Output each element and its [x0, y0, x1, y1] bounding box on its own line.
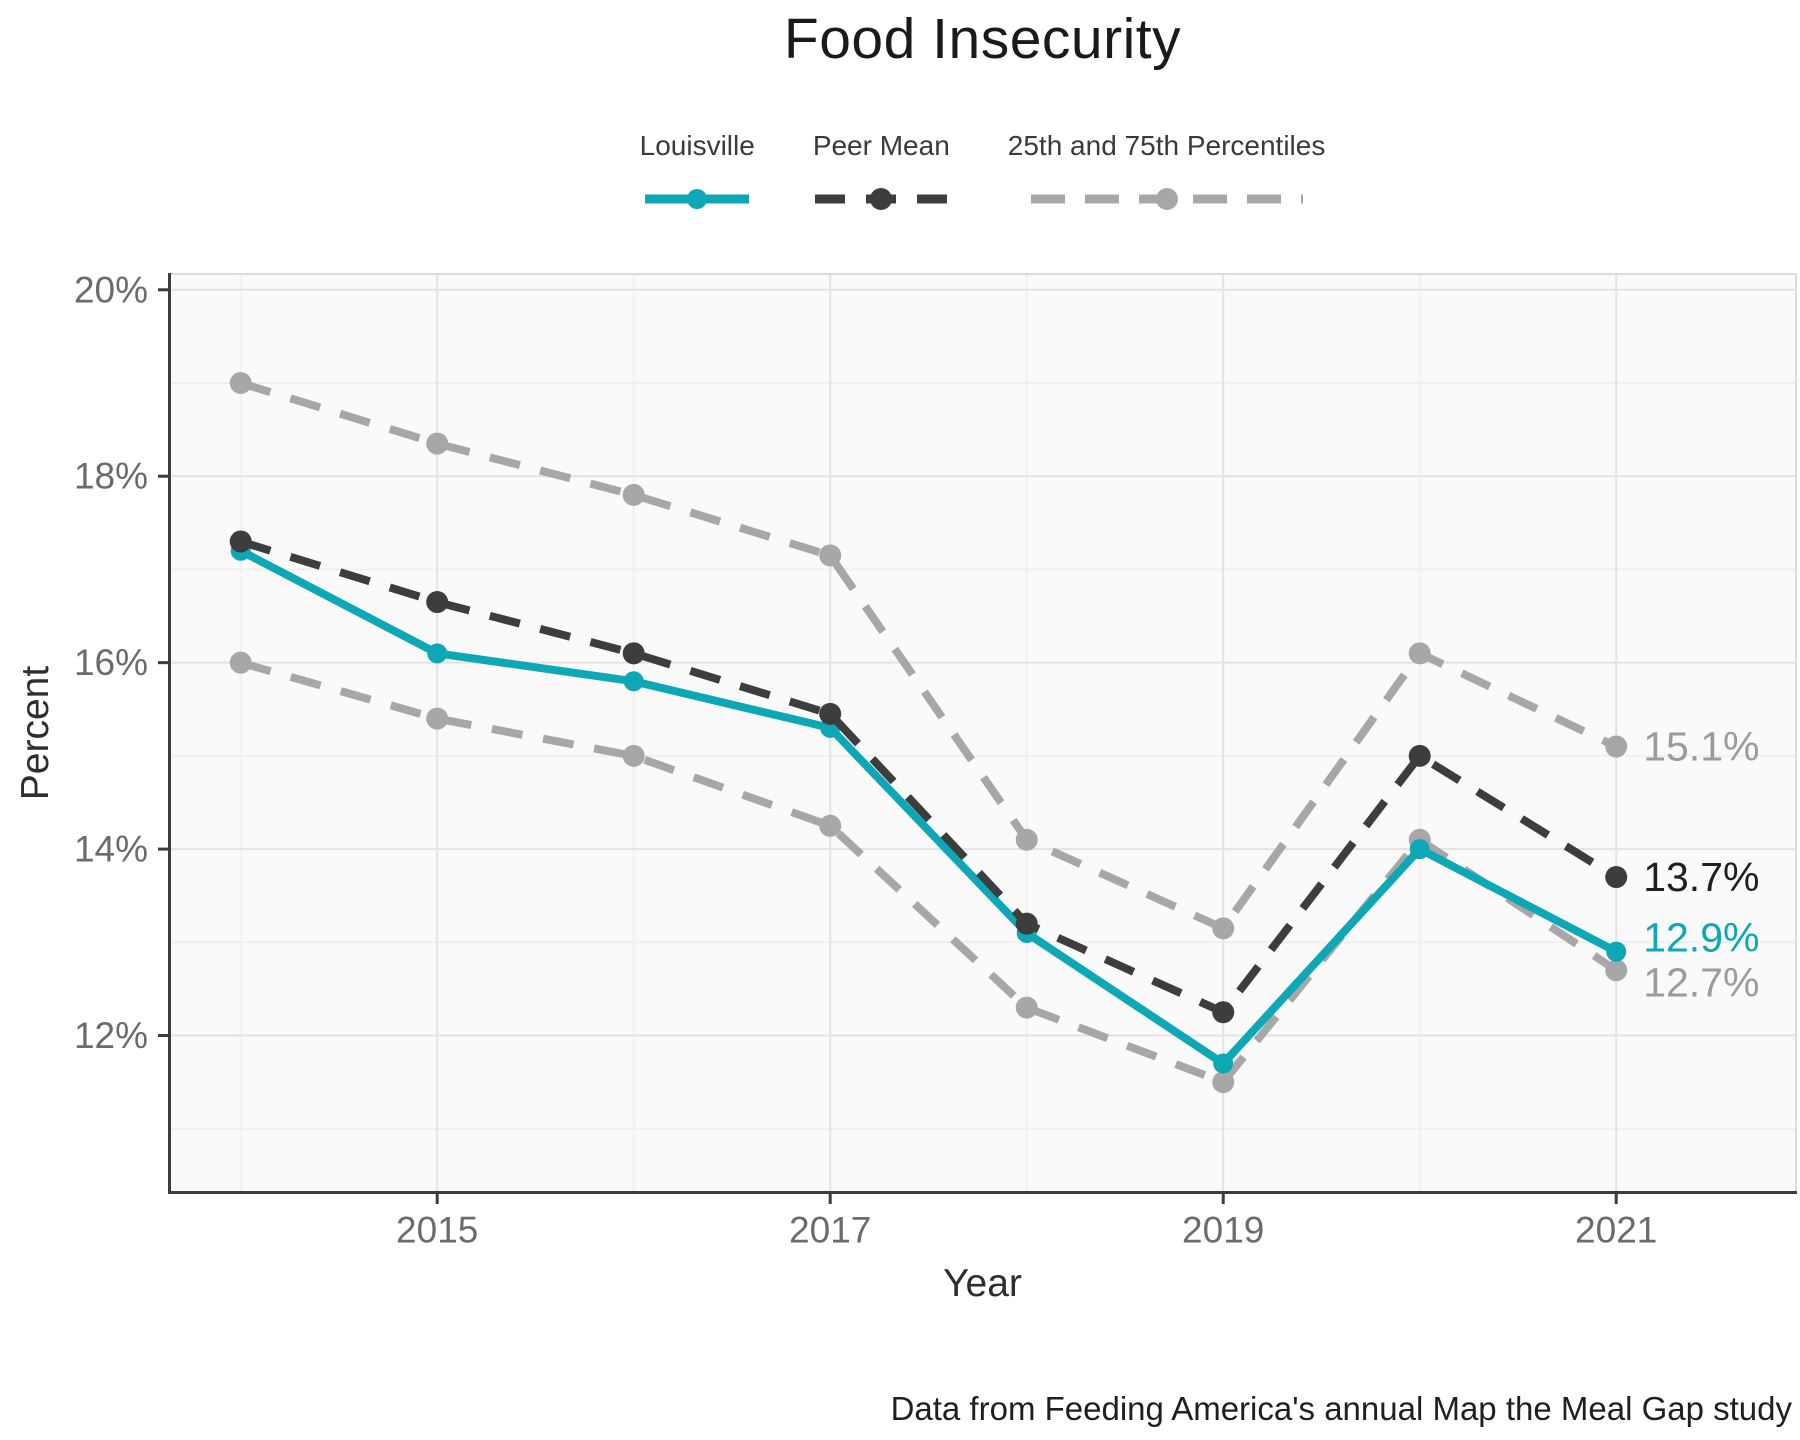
legend-item-percentiles: 25th and 75th Percentiles	[1007, 130, 1326, 212]
x-tick-label: 2017	[789, 1209, 871, 1250]
data-point-peer_mean	[1605, 866, 1628, 889]
series-line-p75	[239, 379, 1618, 933]
data-point-p75	[1408, 642, 1431, 665]
y-tick-label: 14%	[74, 829, 148, 870]
y-tick-label: 16%	[74, 642, 148, 683]
data-point-p75	[622, 483, 645, 506]
series-line-p25	[239, 658, 1619, 1087]
data-point-peer_mean	[1408, 744, 1431, 767]
data-point-p75	[1015, 828, 1038, 851]
data-point-p75	[1212, 917, 1235, 940]
end-label-p75: 15.1%	[1643, 724, 1759, 770]
data-point-louisville	[427, 643, 448, 664]
data-point-p75	[819, 544, 842, 567]
data-point-p25	[426, 707, 449, 730]
data-point-p75	[426, 432, 449, 455]
data-point-peer_mean	[426, 591, 449, 614]
data-point-peer_mean	[1015, 912, 1038, 935]
data-point-louisville	[623, 671, 644, 692]
legend-label-peer-mean: Peer Mean	[812, 130, 950, 161]
data-point-louisville	[1606, 941, 1627, 962]
data-point-peer_mean	[819, 702, 842, 725]
end-label-louisville: 12.9%	[1643, 915, 1759, 961]
x-tick-label: 2021	[1575, 1209, 1657, 1250]
legend-item-peer-mean: Peer Mean	[813, 130, 950, 212]
data-point-p25	[819, 814, 842, 837]
legend-item-louisville: Louisville	[640, 130, 755, 212]
panel-background	[168, 273, 1797, 1194]
legend-key-percentiles-icon	[1030, 188, 1303, 210]
data-point-p25	[1212, 1071, 1235, 1094]
y-tick-label: 12%	[74, 1015, 148, 1056]
y-axis-title: Percent	[14, 665, 57, 801]
chart-caption: Data from Feeding America's annual Map t…	[890, 1390, 1792, 1427]
plot-area: 2015 2017 2019 2021 12% 14% 16% 18% 20% 15.1% 13.7…	[74, 269, 1797, 1250]
data-point-p25	[1015, 996, 1038, 1019]
series-line-peer_mean	[239, 537, 1619, 1017]
data-point-p75	[1605, 735, 1628, 758]
data-point-p25	[1605, 959, 1628, 982]
y-tick-label: 20%	[74, 269, 148, 310]
legend-label-louisville: Louisville	[639, 130, 755, 161]
chart-title: Food Insecurity	[783, 7, 1182, 71]
data-point-peer_mean	[1212, 1001, 1235, 1024]
legend-key-peer-mean-icon	[815, 188, 948, 210]
data-point-p25	[622, 744, 645, 767]
legend: Louisville Peer Mean 25th and 75th Perce…	[168, 130, 1797, 212]
data-point-peer_mean	[622, 642, 645, 665]
data-point-p25	[229, 651, 252, 674]
x-tick-label: 2019	[1182, 1209, 1264, 1250]
end-label-peer_mean: 13.7%	[1643, 854, 1759, 900]
data-point-louisville	[1213, 1053, 1234, 1074]
end-label-p25: 12.7%	[1643, 959, 1759, 1005]
x-tick-label: 2015	[396, 1209, 478, 1250]
legend-label-percentiles: 25th and 75th Percentiles	[1007, 130, 1326, 161]
x-axis-title: Year	[943, 1262, 1022, 1305]
y-tick-label: 18%	[74, 456, 148, 497]
data-point-peer_mean	[229, 530, 252, 553]
series-line-louisville	[238, 547, 1619, 1068]
data-point-p75	[229, 371, 252, 394]
data-point-louisville	[1409, 839, 1430, 860]
legend-key-louisville-icon	[645, 189, 750, 209]
